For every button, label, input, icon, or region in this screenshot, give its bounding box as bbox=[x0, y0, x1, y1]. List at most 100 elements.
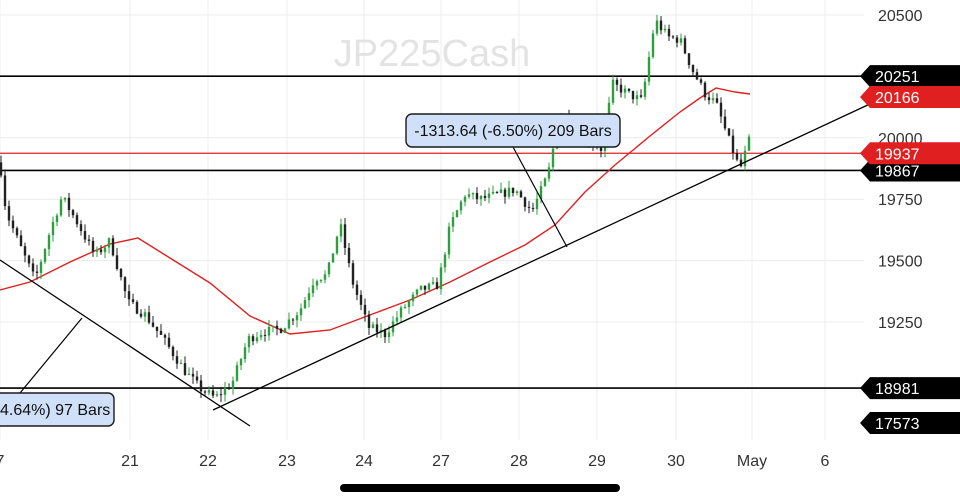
candle-body bbox=[415, 289, 419, 295]
candle-body bbox=[615, 79, 619, 85]
annotations: -1313.64 (-6.50%) 209 Bars 4.64%) 97 Bars bbox=[0, 113, 621, 427]
candle-body bbox=[479, 195, 483, 200]
price-tick-label: 19500 bbox=[878, 254, 923, 271]
candle-body bbox=[75, 215, 79, 225]
candle-body bbox=[303, 300, 307, 309]
time-tick-label: 23 bbox=[278, 453, 296, 470]
time-tick-label: 21 bbox=[121, 453, 139, 470]
price-tag-label: 19867 bbox=[875, 163, 920, 180]
chart-grid bbox=[0, 0, 864, 440]
candle-body bbox=[187, 373, 191, 375]
candle-body bbox=[207, 390, 211, 393]
candle-body bbox=[635, 95, 639, 100]
candle-body bbox=[467, 194, 471, 197]
candle-body bbox=[279, 328, 283, 333]
price-tick-label: 19750 bbox=[878, 192, 923, 209]
candle-body bbox=[639, 95, 643, 97]
candle-body bbox=[311, 285, 315, 294]
price-tag-label: 20251 bbox=[875, 69, 920, 86]
candle-body bbox=[3, 175, 7, 207]
price-tag-17573: 17573 bbox=[860, 412, 960, 434]
candle-body bbox=[143, 312, 147, 317]
candle-body bbox=[363, 304, 367, 315]
candle-body bbox=[443, 254, 447, 268]
candle-body bbox=[171, 346, 175, 357]
candle-body bbox=[235, 365, 239, 381]
candle-body bbox=[299, 308, 303, 316]
candle-body bbox=[335, 236, 339, 254]
price-tick-label: 20500 bbox=[878, 8, 923, 25]
price-tag-shape bbox=[860, 65, 960, 88]
time-tick-label: 6 bbox=[821, 453, 830, 470]
candle-body bbox=[111, 238, 115, 256]
candle-body bbox=[351, 263, 355, 285]
candle-body bbox=[159, 330, 163, 335]
candle-body bbox=[103, 247, 107, 253]
price-tag-18981: 18981 bbox=[860, 377, 960, 400]
candle-body bbox=[307, 293, 311, 301]
annotation-pointer bbox=[512, 146, 568, 248]
trendlines bbox=[0, 102, 873, 427]
candle-body bbox=[215, 394, 219, 396]
candle-body bbox=[231, 380, 235, 389]
price-tag-label: 19937 bbox=[875, 146, 920, 163]
home-indicator bbox=[340, 484, 620, 492]
price-tag-label: 20166 bbox=[875, 90, 920, 107]
candle-body bbox=[539, 186, 543, 199]
candle-body bbox=[515, 191, 519, 193]
candle-body bbox=[399, 307, 403, 318]
annotation-pointer bbox=[19, 317, 83, 394]
candle-body bbox=[259, 334, 263, 338]
candle-body bbox=[343, 224, 347, 248]
annotation-box bbox=[0, 392, 115, 427]
time-tick-label: 22 bbox=[199, 453, 217, 470]
time-tick-label: 28 bbox=[510, 453, 528, 470]
candle-body bbox=[119, 268, 123, 278]
candle-body bbox=[127, 291, 131, 300]
candle-body bbox=[387, 332, 391, 338]
candle-body bbox=[631, 90, 635, 100]
candle-body bbox=[667, 28, 671, 37]
candle-body bbox=[731, 135, 735, 153]
price-tag-shape bbox=[860, 377, 960, 400]
candle-body bbox=[675, 37, 679, 43]
candle-body bbox=[743, 150, 747, 167]
price-tag-20166: 20166 bbox=[860, 86, 960, 109]
candle-body bbox=[715, 98, 719, 103]
candle-body bbox=[43, 249, 47, 262]
candle-body bbox=[211, 390, 215, 396]
candle-body bbox=[395, 317, 399, 322]
candle-body bbox=[347, 247, 351, 264]
candle-body bbox=[435, 282, 439, 290]
moving-average-line bbox=[0, 87, 751, 335]
candle-body bbox=[315, 281, 319, 286]
candle-body bbox=[227, 388, 231, 390]
candle-body bbox=[263, 334, 267, 336]
candle-body bbox=[507, 187, 511, 197]
candle-body bbox=[15, 228, 19, 236]
candle-body bbox=[135, 301, 139, 314]
candle-body bbox=[459, 201, 463, 211]
candle-body bbox=[51, 221, 55, 236]
price-tag-shape bbox=[860, 412, 960, 434]
candle-body bbox=[327, 262, 331, 275]
candle-body bbox=[647, 56, 651, 82]
candle-body bbox=[39, 261, 43, 273]
candle-body bbox=[523, 197, 527, 207]
candle-body bbox=[487, 193, 491, 198]
candle-body bbox=[747, 136, 751, 151]
time-tick-label: 30 bbox=[667, 453, 685, 470]
candle-body bbox=[179, 363, 183, 365]
candle-body bbox=[295, 315, 299, 321]
candle-body bbox=[375, 324, 379, 333]
candle-body bbox=[99, 249, 103, 253]
symbol-watermark: JP225Cash bbox=[334, 33, 530, 75]
candle-body bbox=[123, 277, 127, 292]
candle-body bbox=[655, 20, 659, 34]
candle-body bbox=[427, 283, 431, 290]
candle-body bbox=[623, 88, 627, 93]
price-tag-label: 18981 bbox=[875, 381, 920, 398]
candle-body bbox=[699, 79, 703, 83]
candle-body bbox=[411, 294, 415, 302]
